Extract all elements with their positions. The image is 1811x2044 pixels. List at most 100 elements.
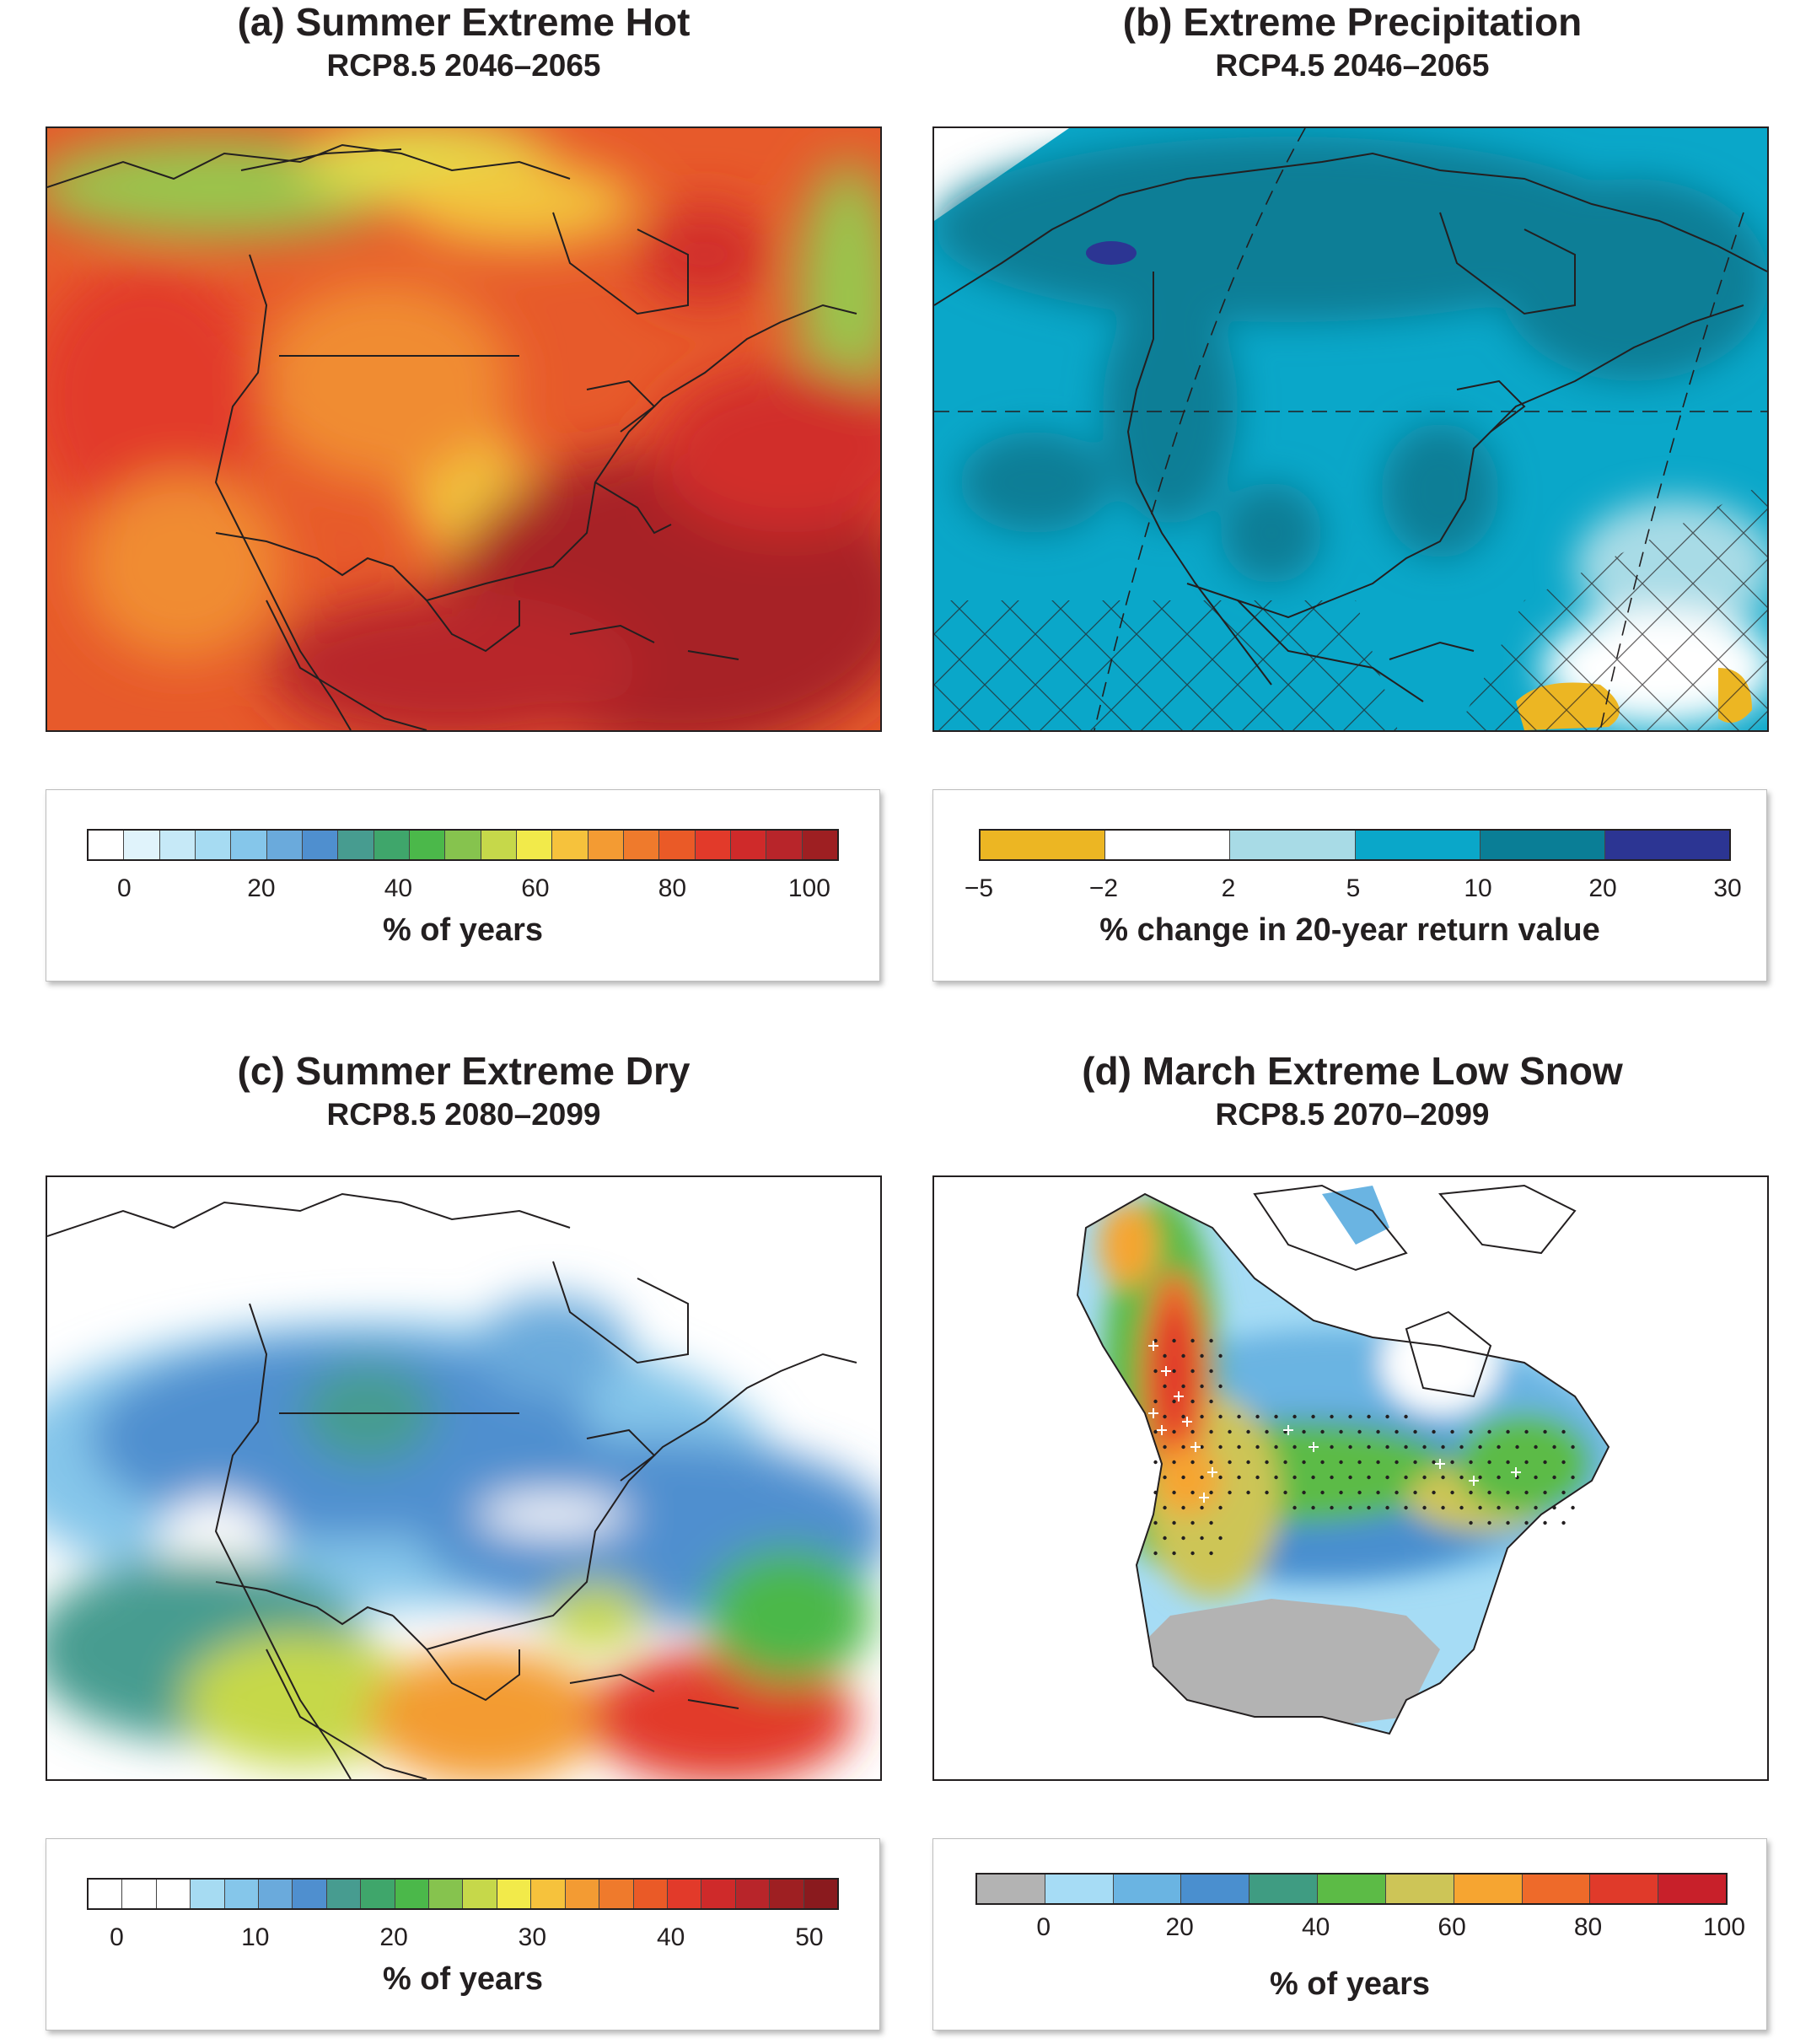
- panel-a-legend-swatch: [89, 831, 125, 859]
- stipple-dot: [1265, 1429, 1269, 1434]
- panel-a-legend-swatch: [409, 831, 446, 859]
- panel-c-legend-tick: 10: [241, 1923, 270, 1951]
- stipple-dot: [1450, 1490, 1454, 1495]
- panel-d-map: [932, 1175, 1769, 1781]
- stipple-dot: [1515, 1505, 1519, 1510]
- panel-a-legend-tick: 20: [247, 874, 276, 902]
- panel-c-legend-swatch: [633, 1880, 668, 1908]
- panel-c-legend-tick: 50: [795, 1923, 824, 1951]
- panel-c-legend-swatch: [361, 1880, 395, 1908]
- panel-a-legend-swatch: [338, 831, 374, 859]
- panel-c-legend-swatch: [770, 1880, 804, 1908]
- panel-d-title: (d) March Extreme Low Snow: [1082, 1049, 1623, 1093]
- panel-a-legend-swatch: [588, 831, 624, 859]
- stipple-dot: [1292, 1444, 1297, 1450]
- stipple-dot: [1543, 1520, 1547, 1525]
- panel-d-legend-unit: % of years: [1269, 1966, 1431, 2002]
- panel-c-legend-swatch: [326, 1880, 362, 1908]
- panel-d-legend-swatch: [1454, 1875, 1523, 1903]
- stipple-dot: [1469, 1429, 1473, 1434]
- panel-a-legend-swatch: [266, 831, 303, 859]
- stipple-dot: [1172, 1490, 1176, 1495]
- stipple-dot: [1339, 1429, 1343, 1434]
- stipple-dot: [1190, 1460, 1195, 1465]
- panel-c-legend-swatch: [565, 1880, 600, 1908]
- plus-marker: [1283, 1425, 1293, 1435]
- plus-marker: [1207, 1467, 1217, 1477]
- stipple-dot: [1237, 1444, 1241, 1450]
- stipple-dot: [1367, 1475, 1371, 1480]
- panel-c-legend-swatch: [667, 1880, 702, 1908]
- stipple-dot: [1274, 1414, 1278, 1419]
- stipple-dot: [1432, 1429, 1436, 1434]
- stipple-dot: [1459, 1475, 1464, 1480]
- stipple-dot: [1209, 1429, 1213, 1434]
- stipple-dot: [1487, 1520, 1491, 1525]
- stipple-dot: [1163, 1475, 1167, 1480]
- stipple-dot: [1181, 1384, 1185, 1389]
- stipple-dot: [1163, 1536, 1167, 1541]
- stipple-dot: [1367, 1505, 1371, 1510]
- panel-a-legend-swatch: [373, 831, 410, 859]
- stipple-dot: [1339, 1490, 1343, 1495]
- panel-c-map: [46, 1175, 882, 1781]
- plus-marker: [1435, 1459, 1445, 1469]
- stipple-dot: [1552, 1444, 1556, 1450]
- panel-d-colorbar: [975, 1873, 1728, 1905]
- panel-b-legend-swatch: [1355, 831, 1481, 859]
- panel-d-legend-tick: 20: [1165, 1913, 1194, 1941]
- stipple-dot: [1478, 1444, 1482, 1450]
- stipple-dot: [1200, 1384, 1204, 1389]
- panel-b-legend-tick: 2: [1221, 874, 1236, 902]
- stipple-dot: [1181, 1536, 1185, 1541]
- panel-d-legend-tick: 40: [1301, 1913, 1330, 1941]
- stipple-dot: [1404, 1505, 1408, 1510]
- stipple-dot: [1561, 1520, 1566, 1525]
- stipple-dot: [1255, 1444, 1260, 1450]
- panel-d-legend-swatch: [1658, 1875, 1726, 1903]
- stipple-dot: [1153, 1399, 1158, 1404]
- stipple-dot: [1311, 1475, 1315, 1480]
- stipple-dot: [1385, 1444, 1389, 1450]
- stipple-dot: [1543, 1460, 1547, 1465]
- stipple-dot: [1153, 1460, 1158, 1465]
- stipple-dot: [1376, 1429, 1380, 1434]
- stipple-dot: [1181, 1505, 1185, 1510]
- stipple-dot: [1497, 1475, 1501, 1480]
- stipple-dot: [1497, 1505, 1501, 1510]
- stipple-dot: [1552, 1475, 1556, 1480]
- panel-c-legend-swatch: [497, 1880, 532, 1908]
- plus-marker: [1469, 1476, 1479, 1486]
- panel-c-legend-swatch: [463, 1880, 497, 1908]
- plus-marker: [1309, 1442, 1319, 1452]
- panel-c-title: (c) Summer Extreme Dry: [237, 1049, 691, 1093]
- panel-a-legend-swatch: [231, 831, 267, 859]
- panel-a-legend-tick: 0: [117, 874, 132, 902]
- plus-marker: [1148, 1341, 1158, 1351]
- stipple-dot: [1172, 1460, 1176, 1465]
- stipple-dot: [1209, 1460, 1213, 1465]
- stipple-dot: [1209, 1369, 1213, 1374]
- stipple-dot: [1255, 1414, 1260, 1419]
- stipple-dot: [1274, 1475, 1278, 1480]
- panel-c-legend: 0 10 20 30 40 50 % of years: [46, 1838, 880, 2031]
- stipple-dot: [1506, 1429, 1510, 1434]
- stipple-dot: [1181, 1475, 1185, 1480]
- panel-d-legend-swatch: [1045, 1875, 1114, 1903]
- stipple-dot: [1348, 1505, 1352, 1510]
- stipple-dot: [1200, 1505, 1204, 1510]
- stipple-dot: [1181, 1414, 1185, 1419]
- stipple-dot: [1469, 1490, 1473, 1495]
- stipple-dot: [1209, 1490, 1213, 1495]
- stipple-dot: [1395, 1460, 1399, 1465]
- panel-a-legend-unit: % of years: [382, 912, 544, 948]
- stipple-dot: [1218, 1384, 1223, 1389]
- stipple-dot: [1172, 1520, 1176, 1525]
- stipple-dot: [1292, 1505, 1297, 1510]
- panel-c-legend-swatch: [429, 1880, 464, 1908]
- panel-d-legend-tick: 0: [1036, 1913, 1051, 1941]
- panel-b-legend-tick: 5: [1346, 874, 1361, 902]
- stipple-dot: [1450, 1460, 1454, 1465]
- panel-a-legend-swatch: [730, 831, 767, 859]
- stipple-dot: [1218, 1444, 1223, 1450]
